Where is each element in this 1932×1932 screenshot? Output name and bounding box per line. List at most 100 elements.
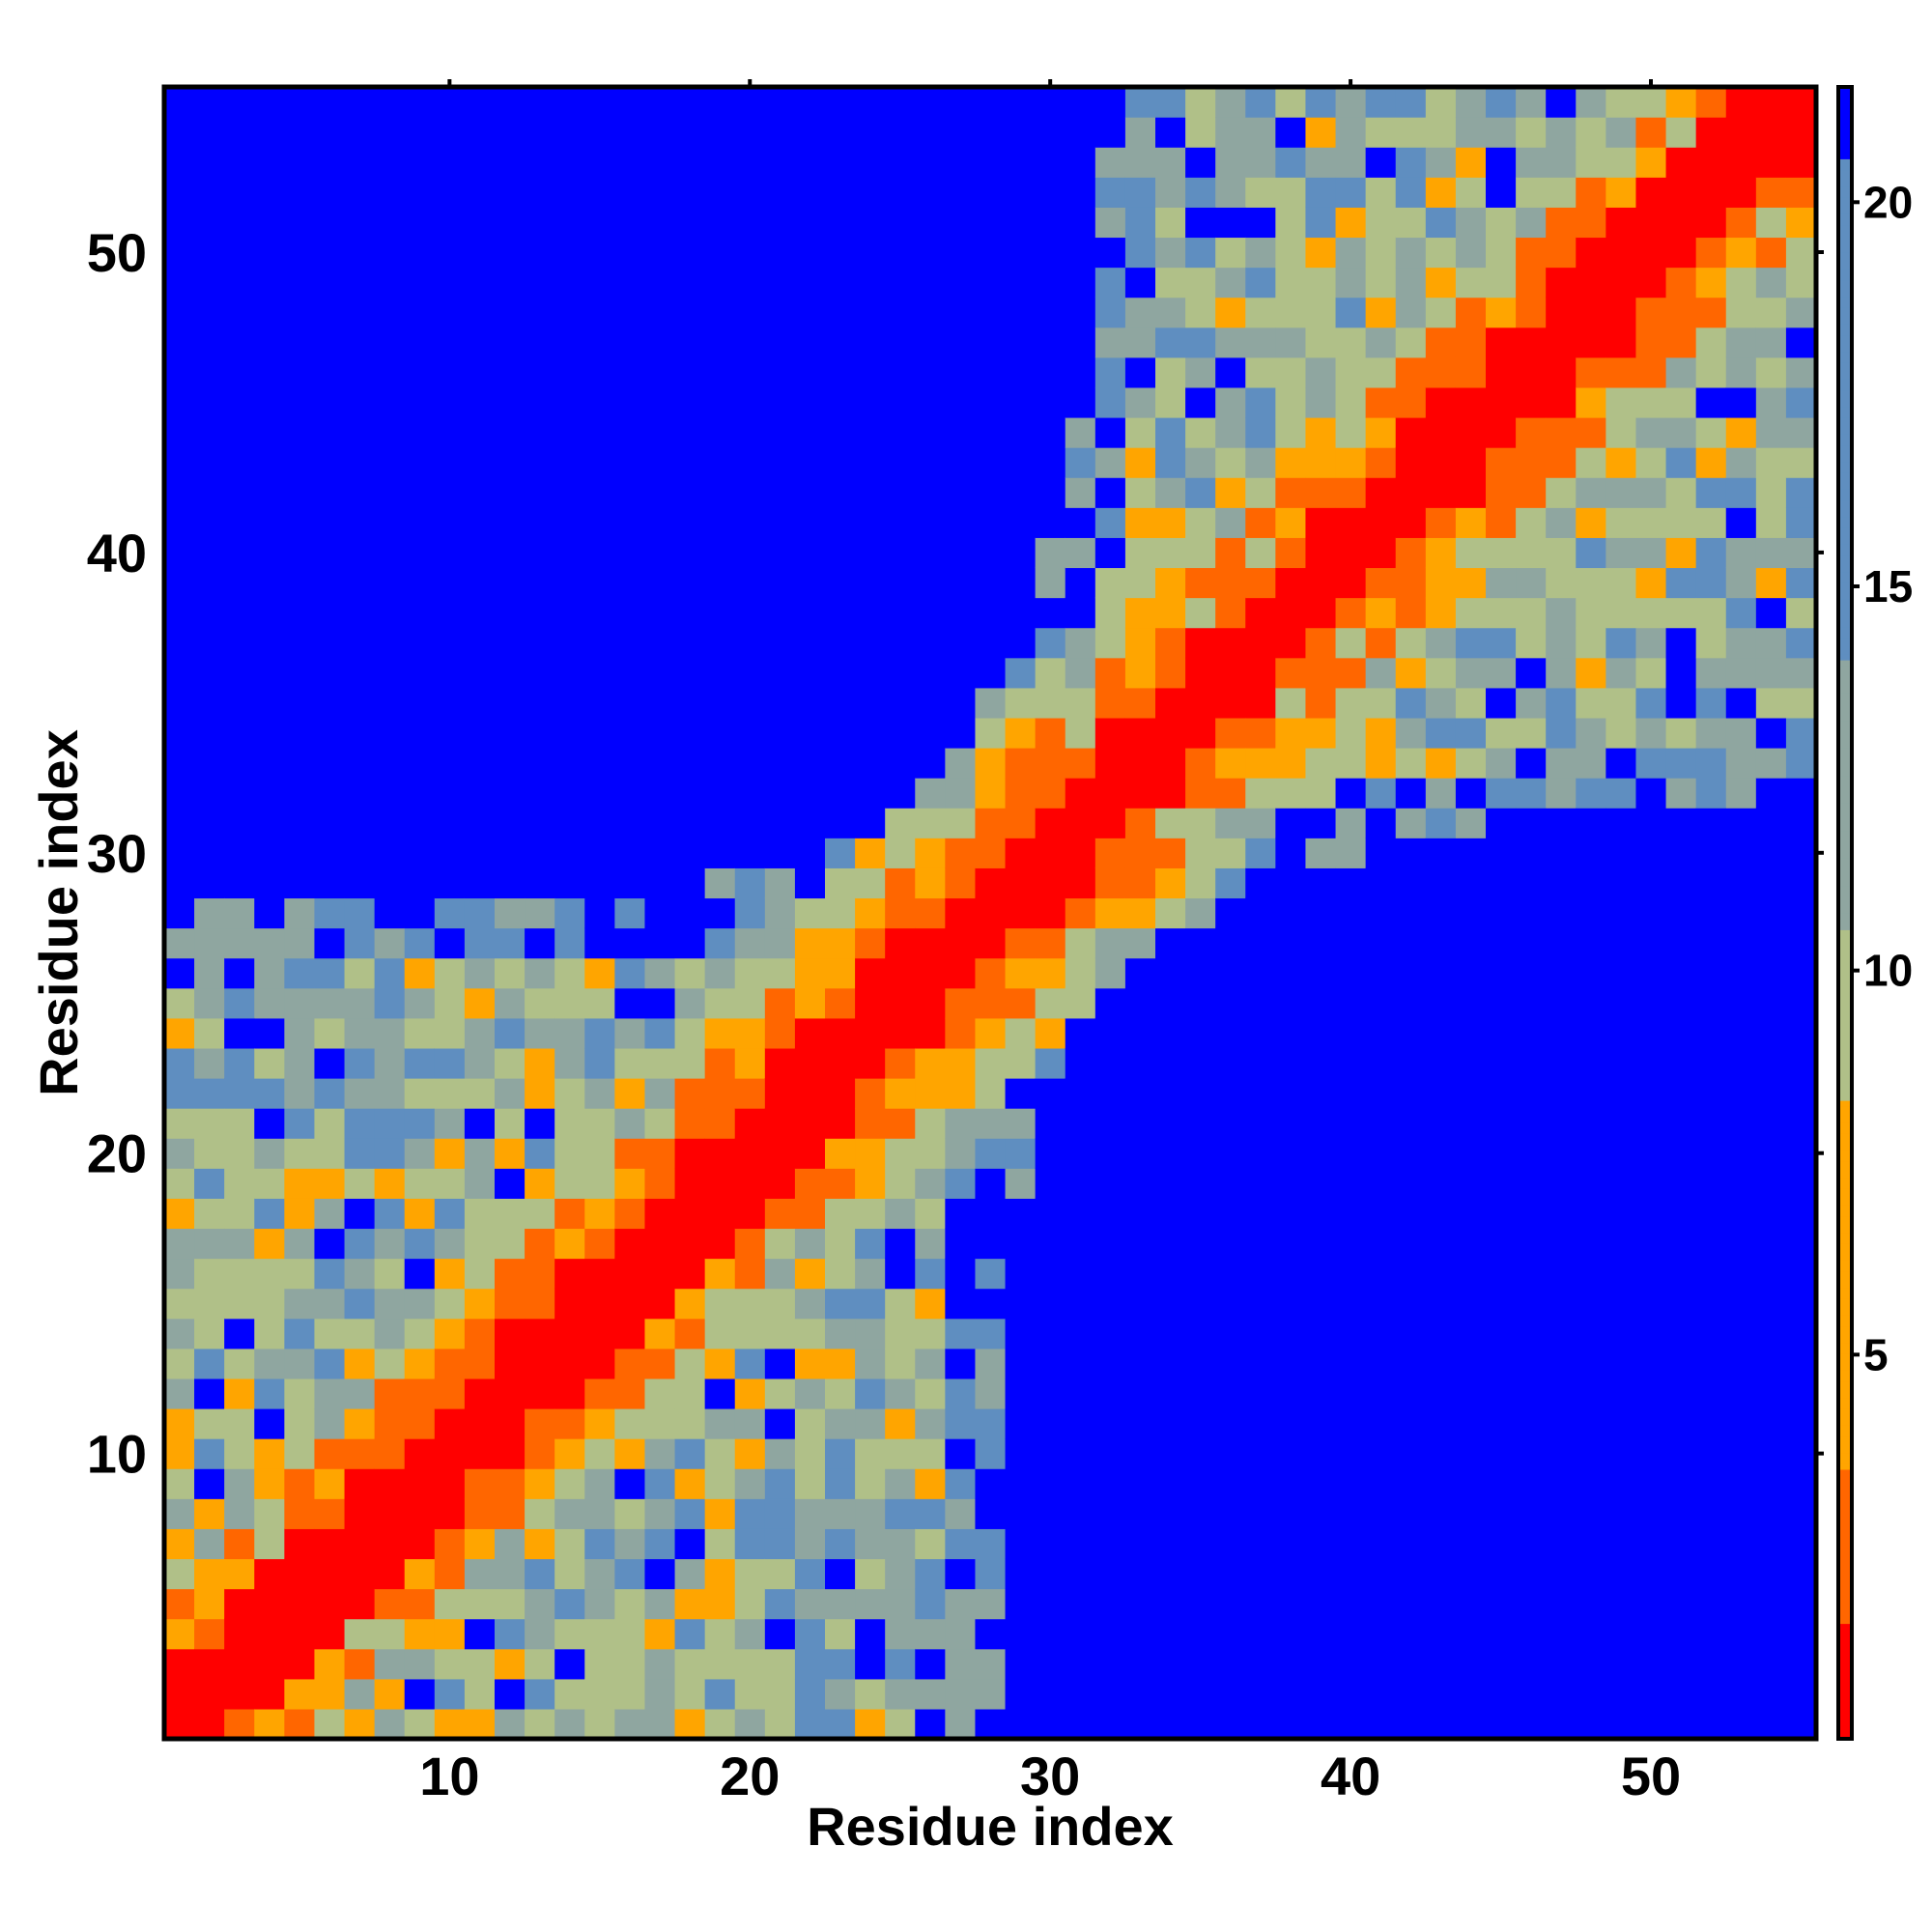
heatmap-cell [674, 778, 706, 809]
heatmap-cell [464, 356, 496, 388]
heatmap-cell [915, 237, 946, 269]
colorbar-segment [1838, 1496, 1852, 1503]
heatmap-cell [1425, 748, 1457, 779]
heatmap-cell [284, 927, 316, 959]
heatmap-cell [945, 1078, 977, 1109]
heatmap-cell [1065, 1678, 1096, 1710]
colorbar-segment [1838, 434, 1852, 440]
heatmap-cell [855, 1708, 886, 1740]
heatmap-cell [224, 1078, 255, 1109]
heatmap-cell [1635, 838, 1667, 868]
heatmap-cell [1124, 386, 1156, 418]
heatmap-cell [1695, 867, 1727, 899]
heatmap-cell [1094, 1438, 1126, 1469]
heatmap-cell [1065, 1648, 1096, 1680]
heatmap-cell [224, 1288, 255, 1320]
heatmap-cell [1516, 356, 1547, 388]
heatmap-cell [525, 237, 555, 269]
heatmap-cell [915, 1618, 946, 1650]
heatmap-cell [1065, 1348, 1096, 1379]
heatmap-cell [1215, 1138, 1246, 1169]
colorbar-segment [1838, 1601, 1852, 1607]
heatmap-cell [794, 327, 826, 358]
heatmap-cell [1486, 87, 1517, 118]
heatmap-cell [794, 987, 826, 1019]
heatmap-cell [1155, 867, 1186, 899]
heatmap-cell [915, 808, 946, 838]
heatmap-cell [704, 657, 736, 689]
heatmap-cell [794, 597, 826, 629]
heatmap-cell [1155, 987, 1186, 1019]
heatmap-cell [1305, 957, 1337, 989]
heatmap-cell [1305, 177, 1337, 208]
heatmap-cell [674, 327, 706, 358]
heatmap-cell [1755, 356, 1787, 388]
heatmap-cell [194, 1528, 225, 1560]
heatmap-cell [224, 447, 255, 478]
heatmap-cell [1305, 597, 1337, 629]
heatmap-cell [374, 267, 406, 298]
colorbar-segment [1838, 858, 1852, 865]
heatmap-cell [344, 1558, 376, 1590]
heatmap-cell [1425, 1228, 1457, 1260]
heatmap-cell [1486, 1438, 1517, 1469]
heatmap-cell [1365, 177, 1397, 208]
heatmap-cell [975, 987, 1007, 1019]
heatmap-cell [224, 1438, 255, 1469]
heatmap-cell [1065, 1528, 1096, 1560]
heatmap-cell [885, 597, 916, 629]
heatmap-cell [855, 1017, 886, 1049]
heatmap-cell [855, 447, 886, 478]
heatmap-cell [1455, 838, 1487, 868]
heatmap-cell [404, 1138, 436, 1169]
heatmap-cell [614, 717, 646, 749]
heatmap-cell [164, 1438, 195, 1469]
heatmap-cell [1005, 507, 1037, 538]
heatmap-cell [1725, 1288, 1757, 1320]
heatmap-cell [1755, 838, 1787, 868]
heatmap-cell [1665, 1648, 1697, 1680]
heatmap-cell [584, 237, 615, 269]
heatmap-cell [1455, 778, 1487, 809]
heatmap-cell [1305, 838, 1337, 868]
heatmap-cell [1124, 1438, 1156, 1469]
heatmap-cell [1546, 537, 1577, 569]
heatmap-cell [1124, 1558, 1156, 1590]
heatmap-cell [1455, 1078, 1487, 1109]
colorbar-segment [1838, 1606, 1852, 1613]
heatmap-cell [1785, 1168, 1817, 1199]
heatmap-cell [1365, 987, 1397, 1019]
x-tick-label: 10 [419, 1746, 479, 1806]
heatmap-cell [975, 87, 1007, 118]
heatmap-cell [975, 1047, 1007, 1079]
heatmap-cell [1065, 87, 1096, 118]
heatmap-cell [1245, 567, 1276, 599]
heatmap-cell [614, 1438, 646, 1469]
heatmap-cell [1605, 1198, 1637, 1230]
heatmap-cell [734, 1348, 766, 1379]
heatmap-cell [915, 748, 946, 779]
heatmap-cell [1245, 778, 1276, 809]
heatmap-cell [614, 1468, 646, 1499]
heatmap-cell [674, 597, 706, 629]
heatmap-cell [284, 1258, 316, 1290]
heatmap-cell [1305, 386, 1337, 418]
heatmap-cell [1335, 356, 1367, 388]
colorbar-segment [1838, 885, 1852, 892]
heatmap-cell [1245, 1378, 1276, 1409]
heatmap-cell [915, 1498, 946, 1529]
heatmap-cell [764, 1047, 796, 1079]
heatmap-cell [1185, 1318, 1216, 1350]
heatmap-cell [464, 1498, 496, 1529]
heatmap-cell [1124, 1078, 1156, 1109]
heatmap-cell [254, 957, 285, 989]
heatmap-cell [224, 1558, 255, 1590]
heatmap-cell [495, 417, 526, 448]
heatmap-cell [1665, 897, 1697, 929]
heatmap-cell [1455, 1228, 1487, 1260]
heatmap-cell [1725, 897, 1757, 929]
heatmap-cell [945, 927, 977, 959]
heatmap-cell [644, 1528, 676, 1560]
colorbar-segment [1838, 1617, 1852, 1625]
heatmap-cell [554, 147, 585, 178]
